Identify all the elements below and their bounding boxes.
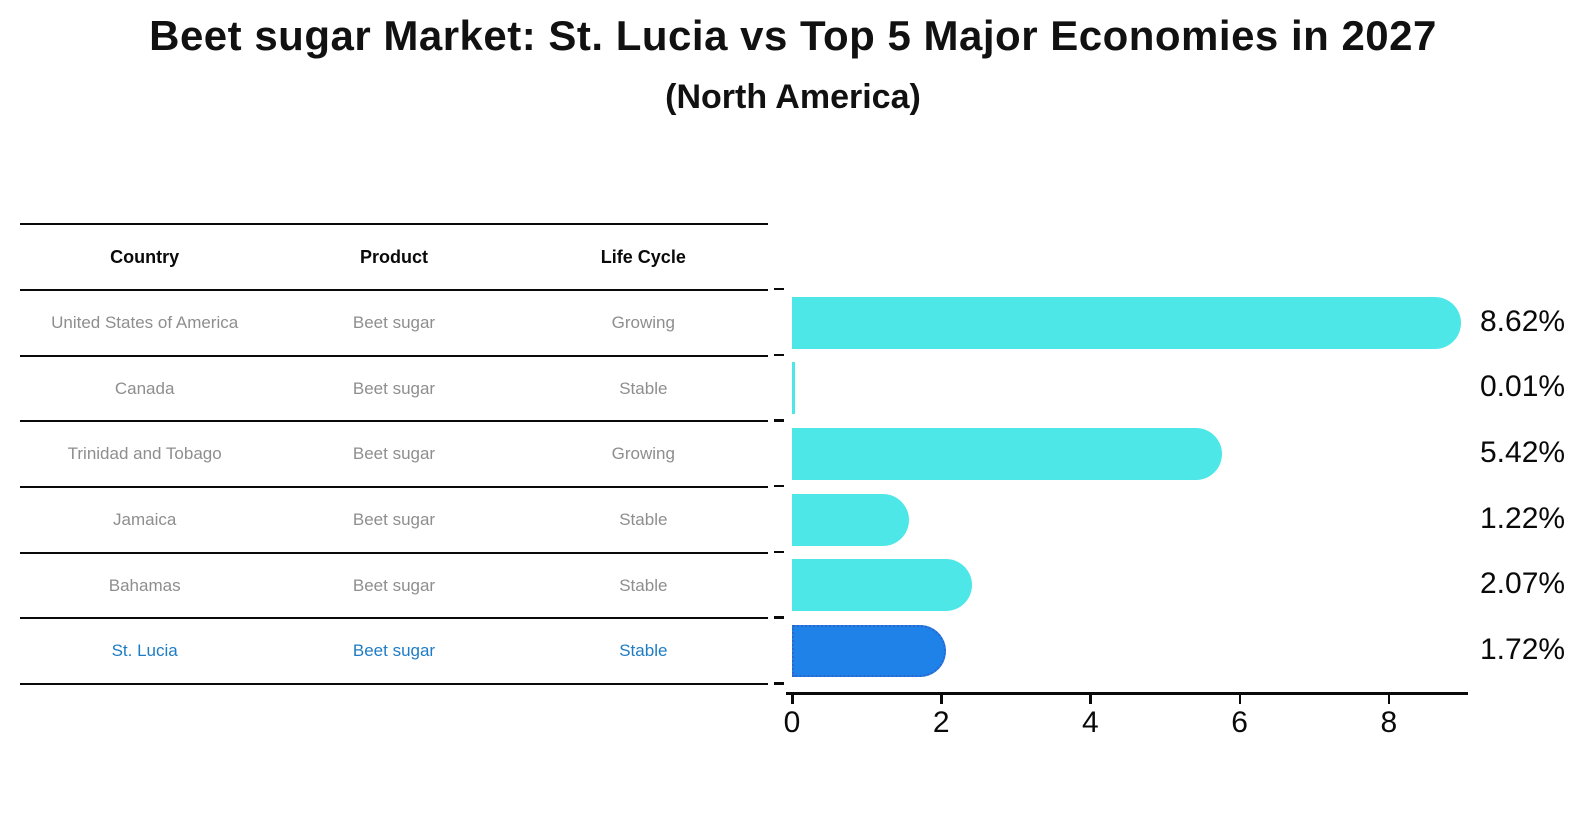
cell-country: United States of America — [51, 312, 239, 332]
column-header-life-cycle: Life Cycle — [600, 246, 686, 267]
table-body: United States of America Beet sugar Growin… — [20, 291, 768, 686]
cell-product: Beet sugar — [352, 444, 436, 464]
bar-value-label: 5.42% — [1480, 435, 1566, 469]
bar-united-states-of-america — [792, 296, 1462, 349]
y-axis-tick — [774, 484, 784, 488]
cell-country: Jamaica — [113, 509, 177, 529]
x-axis-tick-label: 6 — [1231, 706, 1248, 739]
bar-st-lucia — [792, 625, 947, 677]
cell-product: Beet sugar — [352, 641, 436, 661]
x-axis-tick — [1387, 694, 1391, 704]
bar-value-label: 1.22% — [1480, 501, 1566, 535]
bar-value-label: 0.01% — [1480, 370, 1566, 404]
cell-product: Beet sugar — [352, 378, 436, 398]
cell-product: Beet sugar — [352, 575, 436, 595]
bar-canada — [792, 362, 795, 415]
y-axis-tick — [774, 419, 784, 422]
column-header-country: Country — [110, 246, 180, 267]
table-row: Canada Beet sugar Stable — [20, 357, 768, 423]
table-row: Trinidad and Tobago Beet sugar Growing — [20, 422, 768, 489]
x-axis-tick-label: 8 — [1380, 706, 1398, 739]
x-axis-tick — [940, 694, 943, 704]
bar-value-label: 8.62% — [1480, 304, 1566, 338]
cell-country: Bahamas — [108, 575, 181, 595]
x-axis-line — [786, 692, 1468, 695]
cell-life-cycle: Stable — [619, 509, 668, 529]
x-axis-tick — [1089, 694, 1092, 704]
cell-country: St. Lucia — [111, 641, 178, 661]
cell-life-cycle: Stable — [619, 575, 668, 595]
y-axis-tick — [774, 353, 784, 356]
cell-life-cycle: Stable — [619, 378, 668, 398]
cell-life-cycle: Growing — [611, 444, 675, 464]
table-row: Bahamas Beet sugar Stable — [20, 554, 768, 620]
bar-jamaica — [792, 493, 909, 546]
chart-title: Beet sugar Market: St. Lucia vs Top 5 Ma… — [149, 12, 1437, 59]
bar-value-label: 2.07% — [1480, 567, 1566, 601]
y-axis-tick — [774, 287, 784, 291]
bar-value-label: 1.72% — [1480, 633, 1566, 666]
y-axis-tick — [774, 550, 784, 554]
x-axis-tick-label: 2 — [932, 706, 950, 739]
table-row: United States of America Beet sugar Growin… — [20, 291, 768, 357]
y-axis-tick — [774, 616, 784, 619]
x-axis-tick-label: 4 — [1082, 706, 1099, 739]
x-axis-tick — [791, 694, 794, 704]
chart-subtitle: (North America) — [665, 78, 921, 116]
x-axis-tick-label: 0 — [783, 706, 801, 739]
cell-country: Trinidad and Tobago — [67, 444, 222, 464]
table-row: St. Lucia Beet sugar Stable — [20, 619, 768, 686]
cell-life-cycle: Growing — [611, 312, 675, 332]
cell-product: Beet sugar — [352, 312, 436, 332]
bar-bahamas — [792, 559, 973, 612]
column-header-product: Product — [359, 246, 428, 267]
x-axis-tick — [1238, 694, 1242, 704]
cell-product: Beet sugar — [352, 509, 436, 529]
cell-life-cycle: Stable — [619, 641, 668, 661]
table-header-row: Country Product Life Cycle — [20, 225, 768, 291]
comparison-table: Country Product Life Cycle United States… — [20, 223, 768, 686]
y-axis-tick — [774, 682, 784, 685]
cell-country: Canada — [114, 378, 175, 398]
table-row: Jamaica Beet sugar Stable — [20, 488, 768, 554]
bar-trinidad-and-tobago — [792, 427, 1223, 480]
